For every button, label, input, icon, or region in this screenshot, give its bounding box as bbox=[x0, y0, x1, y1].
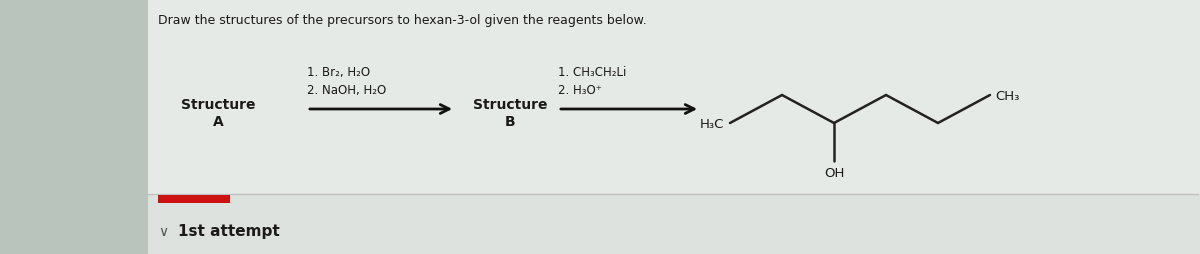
Text: OH: OH bbox=[824, 166, 844, 179]
Text: 1. Br₂, H₂O: 1. Br₂, H₂O bbox=[307, 65, 370, 78]
Bar bbox=[0, 0, 148, 254]
Text: 1st attempt: 1st attempt bbox=[178, 224, 280, 239]
Bar bbox=[148, 0, 1200, 194]
Text: B: B bbox=[505, 115, 515, 129]
Text: A: A bbox=[212, 115, 223, 129]
Bar bbox=[148, 0, 1200, 254]
Text: 1. CH₃CH₂Li: 1. CH₃CH₂Li bbox=[558, 65, 626, 78]
Text: 2. H₃O⁺: 2. H₃O⁺ bbox=[558, 83, 602, 96]
Text: Draw the structures of the precursors to hexan-3-ol given the reagents below.: Draw the structures of the precursors to… bbox=[158, 14, 647, 27]
Text: CH₃: CH₃ bbox=[995, 89, 1019, 102]
Text: H₃C: H₃C bbox=[700, 117, 724, 130]
Text: ∨: ∨ bbox=[158, 224, 168, 238]
Bar bbox=[158, 195, 230, 203]
Text: Structure: Structure bbox=[181, 98, 256, 112]
Text: 2. NaOH, H₂O: 2. NaOH, H₂O bbox=[307, 83, 386, 96]
Text: Structure: Structure bbox=[473, 98, 547, 112]
